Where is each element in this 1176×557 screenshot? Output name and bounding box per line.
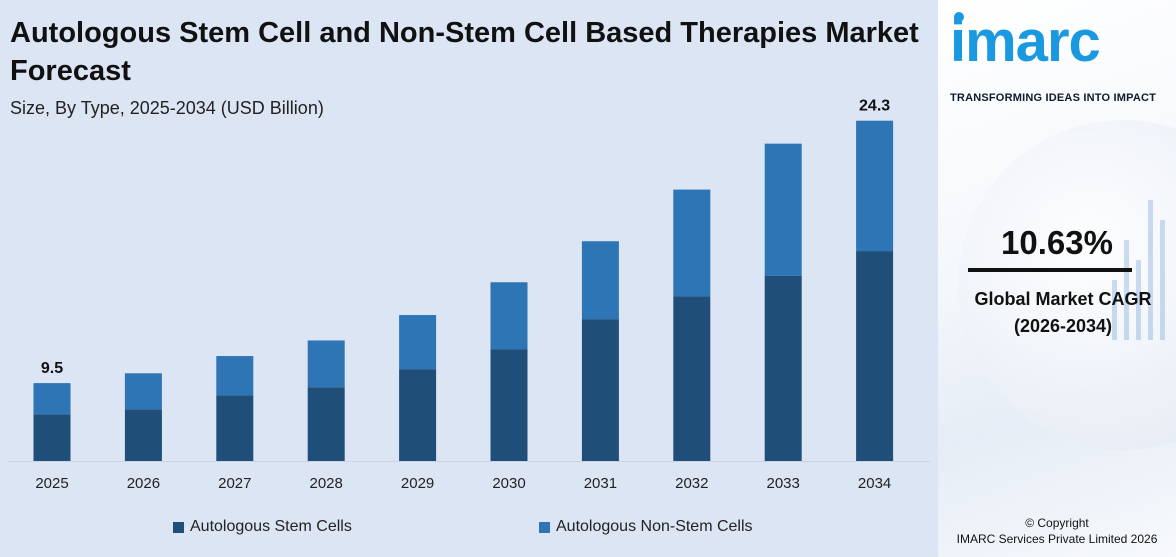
- x-tick-label-2026: 2026: [127, 475, 160, 492]
- x-tick-label-2031: 2031: [584, 475, 617, 492]
- cagr-label: Global Market CAGR (2026-2034): [938, 286, 1176, 340]
- copyright-line2: IMARC Services Private Limited 2026: [956, 532, 1158, 546]
- bar-stem-cells-2031: [581, 319, 619, 461]
- x-tick-label-2032: 2032: [675, 475, 708, 492]
- data-label-2025: 9.5: [41, 360, 63, 377]
- cagr-label-line2: (2026-2034): [1013, 316, 1113, 336]
- bar-stem-cells-2033: [764, 275, 802, 461]
- legend-swatch-stem-cells: [173, 521, 184, 533]
- bar-stem-cells-2034: [856, 251, 894, 461]
- logo-tagline: TRANSFORMING IDEAS INTO IMPACT: [950, 92, 1157, 104]
- imarc-logo: imarc: [950, 9, 1101, 74]
- data-label-2034: 24.3: [859, 98, 890, 115]
- bar-stem-cells-2029: [399, 369, 437, 461]
- bar-non-stem-cells-2026: [124, 373, 162, 410]
- logo-dot-icon: [954, 12, 964, 22]
- x-tick-label-2030: 2030: [492, 475, 525, 492]
- bar-stem-cells-2026: [124, 409, 162, 461]
- bar-stem-cells-2028: [307, 387, 345, 461]
- cagr-divider: [968, 268, 1132, 272]
- bar-non-stem-cells-2032: [673, 189, 711, 297]
- x-tick-label-2033: 2033: [767, 475, 800, 492]
- logo-text: imarc: [950, 9, 1101, 74]
- stacked-bar-chart: 2025 9.5 2026 2027 2028 2029 2030 2031 2032 2033 2…: [8, 98, 930, 492]
- x-tick-label-2027: 2027: [218, 475, 251, 492]
- bar-non-stem-cells-2029: [399, 315, 437, 370]
- copyright: © Copyright IMARC Services Private Limit…: [938, 515, 1176, 547]
- legend-label-non-stem-cells: Autologous Non-Stem Cells: [556, 518, 753, 535]
- copyright-line1: © Copyright: [1025, 516, 1089, 530]
- bar-non-stem-cells-2031: [581, 241, 619, 320]
- legend-item-stem-cells: Autologous Stem Cells: [173, 518, 352, 536]
- chart-panel: Autologous Stem Cell and Non-Stem Cell B…: [8, 17, 930, 536]
- bar-stem-cells-2032: [673, 296, 711, 461]
- legend-swatch-non-stem-cells: [539, 521, 550, 533]
- legend-item-non-stem-cells: Autologous Non-Stem Cells: [539, 518, 753, 536]
- x-tick-label-2034: 2034: [858, 475, 891, 492]
- decorative-bars: [1106, 140, 1176, 340]
- bar-non-stem-cells-2027: [216, 356, 254, 396]
- x-tick-label-2025: 2025: [35, 475, 68, 492]
- bar-stem-cells-2030: [490, 349, 528, 461]
- legend-label-stem-cells: Autologous Stem Cells: [190, 518, 352, 535]
- cagr-value: 10.63%: [1001, 224, 1113, 261]
- bar-non-stem-cells-2028: [307, 340, 345, 388]
- x-tick-label-2028: 2028: [310, 475, 343, 492]
- x-tick-label-2029: 2029: [401, 475, 434, 492]
- bar-non-stem-cells-2030: [490, 282, 528, 350]
- bar-non-stem-cells-2034: [856, 120, 894, 252]
- bar-stem-cells-2025: [33, 414, 71, 461]
- chart-subtitle: Size, By Type, 2025-2034 (USD Billion): [10, 98, 324, 118]
- bar-non-stem-cells-2033: [764, 143, 802, 276]
- bar-stem-cells-2027: [216, 395, 254, 461]
- info-sidebar: imarc TRANSFORMING IDEAS INTO IMPACT 10.…: [938, 0, 1176, 557]
- cagr-label-line1: Global Market CAGR: [974, 289, 1152, 309]
- chart-title: Autologous Stem Cell and Non-Stem Cell B…: [10, 17, 919, 87]
- bar-non-stem-cells-2025: [33, 383, 71, 415]
